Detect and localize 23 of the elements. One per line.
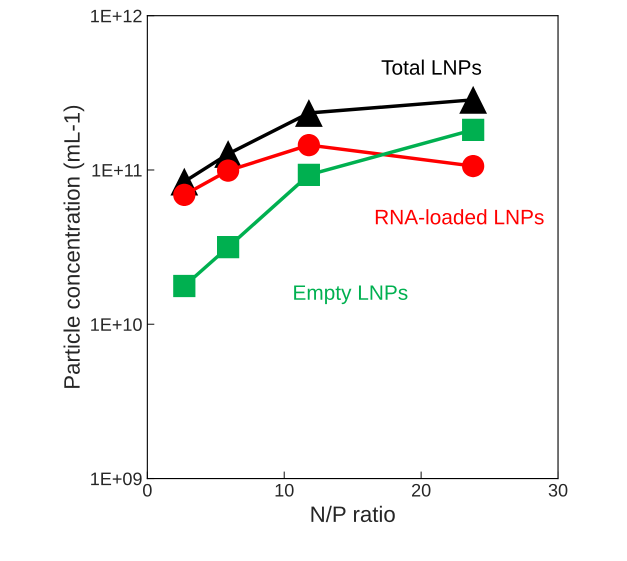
x-tick-label: 30 bbox=[548, 484, 568, 497]
x-tick-label: 10 bbox=[276, 484, 294, 497]
y-tick-label: 1E+09 bbox=[91, 472, 142, 486]
point bbox=[173, 274, 196, 298]
y-axis-title: Particle concentration (mL-1) bbox=[64, 106, 84, 388]
point bbox=[217, 160, 240, 182]
y-tick-label: 1E+12 bbox=[91, 10, 142, 22]
point bbox=[459, 86, 488, 114]
y-tick-label: 1E+10 bbox=[91, 318, 142, 331]
x-tick-label: 0 bbox=[143, 484, 152, 497]
y-tick-label: 1E+11 bbox=[92, 164, 142, 177]
point bbox=[298, 164, 320, 186]
point bbox=[298, 134, 320, 156]
point bbox=[462, 118, 484, 141]
x-tick-label: 20 bbox=[412, 484, 430, 497]
point bbox=[217, 236, 240, 258]
point bbox=[462, 154, 484, 178]
point bbox=[294, 99, 323, 127]
text: Empty LNPs bbox=[294, 285, 408, 304]
series-label: Total LNPs bbox=[382, 60, 482, 75]
point bbox=[173, 184, 196, 206]
series-label: RNA-loaded LNPs bbox=[376, 209, 544, 224]
x-axis-title: N/P ratio bbox=[311, 506, 395, 522]
